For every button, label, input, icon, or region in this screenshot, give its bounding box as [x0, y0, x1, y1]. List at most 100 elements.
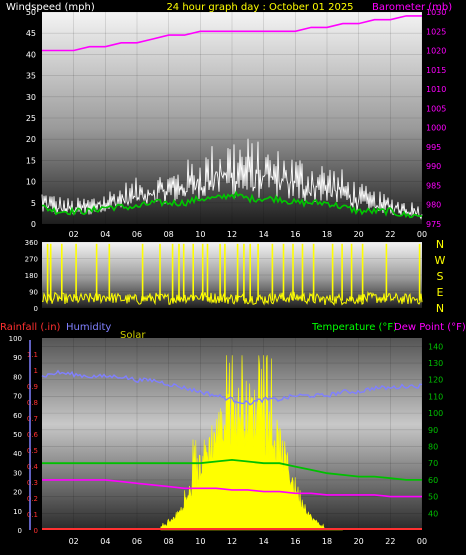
temperature-y-tick-label: 50 [428, 493, 438, 502]
humidity-y-ticks: 0 10 20 30 40 50 60 70 80 90 100 [9, 335, 22, 535]
wind-x-tick-label: 10 [195, 230, 205, 239]
wind-average-line [41, 190, 423, 219]
humidity-y-tick-label: 80 [13, 373, 22, 381]
rain-y-tick-label: 0.5 [27, 447, 38, 455]
solar-title: Solar [120, 330, 146, 341]
compass-label: N [436, 238, 444, 251]
barometer-y-tick-label: 990 [426, 162, 441, 171]
temperature-y-tick-label: 70 [428, 459, 438, 468]
wind-x-ticks: 02 04 06 08 10 12 14 16 18 20 22 00 [69, 230, 428, 239]
wind-y-tick-label: 45 [26, 29, 36, 38]
wind-x-tick-label: 22 [385, 230, 395, 239]
barometer-line [42, 15, 422, 52]
direction-spike [219, 243, 221, 301]
wind-y-tick-label: 0 [31, 220, 36, 229]
wind-y-tick-label: 25 [26, 114, 36, 123]
direction-spike [257, 243, 259, 301]
direction-y-tick-label: 180 [25, 272, 38, 280]
temperature-line [42, 458, 422, 481]
wind-x-tick-label: 04 [100, 230, 110, 239]
direction-spike [61, 243, 63, 301]
direction-spike [75, 243, 77, 301]
temperature-y-tick-label: 90 [428, 426, 438, 435]
humidity-y-tick-label: 30 [13, 469, 22, 477]
direction-series [41, 243, 423, 306]
direction-spike [292, 243, 294, 301]
rain-y-tick-label: 1 [34, 367, 38, 375]
direction-spike [46, 243, 49, 301]
climate-x-tick-label: 20 [354, 537, 364, 546]
barometer-y-tick-label: 1030 [426, 8, 446, 17]
direction-spike [385, 243, 388, 301]
climate-x-ticks: 02 04 06 08 10 12 14 16 18 20 22 00 [69, 537, 428, 546]
compass-label: S [437, 270, 444, 283]
rain-y-tick-label: 0.4 [27, 463, 39, 471]
rain-y-tick-label: 0.1 [27, 511, 38, 519]
temperature-y-tick-label: 110 [428, 392, 443, 401]
wind-y-tick-label: 15 [26, 156, 36, 165]
temperature-y-tick-label: 130 [428, 359, 443, 368]
wind-x-tick-label: 20 [354, 230, 364, 239]
direction-y-tick-label: 360 [25, 239, 38, 247]
climate-x-tick-label: 12 [227, 537, 237, 546]
humidity-y-tick-label: 40 [13, 450, 22, 458]
rain-y-tick-label: 1.1 [27, 351, 38, 359]
temperature-y-tick-label: 80 [428, 443, 438, 452]
temperature-y-tick-label: 120 [428, 376, 443, 385]
compass-label: E [437, 286, 444, 299]
wind-grid [42, 11, 423, 225]
compass-label: W [435, 254, 446, 267]
wind-x-tick-label: 00 [417, 230, 427, 239]
direction-y-ticks: 0 90 180 270 360 [25, 239, 38, 313]
wind-x-tick-label: 02 [69, 230, 79, 239]
direction-spike [331, 243, 334, 301]
barometer-y-tick-label: 975 [426, 220, 441, 229]
temperature-y-tick-label: 60 [428, 476, 438, 485]
humidity-y-tick-label: 90 [13, 354, 22, 362]
climate-x-tick-label: 08 [164, 537, 174, 546]
date-title: 24 hour graph day : October 01 2025 [166, 2, 353, 13]
rain-y-tick-label: 0 [34, 527, 38, 535]
direction-spike [271, 243, 274, 301]
direction-spike [236, 243, 239, 301]
barometer-y-ticks: 975 980 985 990 995 1000 1005 1010 1015 1020 1025 1… [426, 8, 446, 229]
direction-y-tick-label: 90 [29, 289, 38, 297]
humidity-y-tick-label: 0 [18, 527, 22, 535]
rain-y-tick-label: 0.2 [27, 495, 38, 503]
direction-spike [141, 243, 144, 301]
direction-spike [282, 243, 285, 301]
humidity-y-tick-label: 10 [13, 508, 22, 516]
direction-spike [361, 243, 364, 301]
climate-x-tick-label: 10 [195, 537, 205, 546]
rain-y-tick-label: 0.8 [27, 399, 38, 407]
barometer-y-tick-label: 1015 [426, 66, 446, 75]
direction-spike [49, 243, 52, 301]
direction-spike [341, 243, 343, 301]
wind-y-tick-label: 5 [31, 199, 36, 208]
climate-series [41, 355, 423, 531]
direction-spike [301, 243, 304, 301]
dewpoint-title: Dew Point (°F) [394, 322, 466, 333]
wind-y-tick-label: 40 [26, 50, 36, 59]
barometer-y-tick-label: 1020 [426, 47, 446, 56]
humidity-title: Humidity [66, 322, 111, 333]
wind-y-tick-label: 50 [26, 8, 36, 17]
direction-spike [201, 243, 204, 301]
direction-spike [178, 243, 180, 301]
wind-y-tick-label: 10 [26, 178, 36, 187]
barometer-y-tick-label: 1025 [426, 27, 446, 36]
direction-spike [206, 243, 209, 301]
barometer-y-tick-label: 980 [426, 201, 441, 210]
climate-x-tick-label: 16 [290, 537, 300, 546]
barometer-y-tick-label: 995 [426, 143, 441, 152]
wind-x-tick-label: 16 [290, 230, 300, 239]
direction-y-tick-label: 0 [34, 305, 38, 313]
humidity-y-tick-label: 70 [13, 393, 22, 401]
wind-gust-line [41, 138, 423, 220]
climate-x-tick-label: 22 [385, 537, 395, 546]
temperature-y-ticks: 40 50 60 70 80 90 100 110 120 130 140 [428, 342, 443, 518]
climate-x-tick-label: 06 [132, 537, 142, 546]
wind-y-tick-label: 35 [26, 72, 36, 81]
